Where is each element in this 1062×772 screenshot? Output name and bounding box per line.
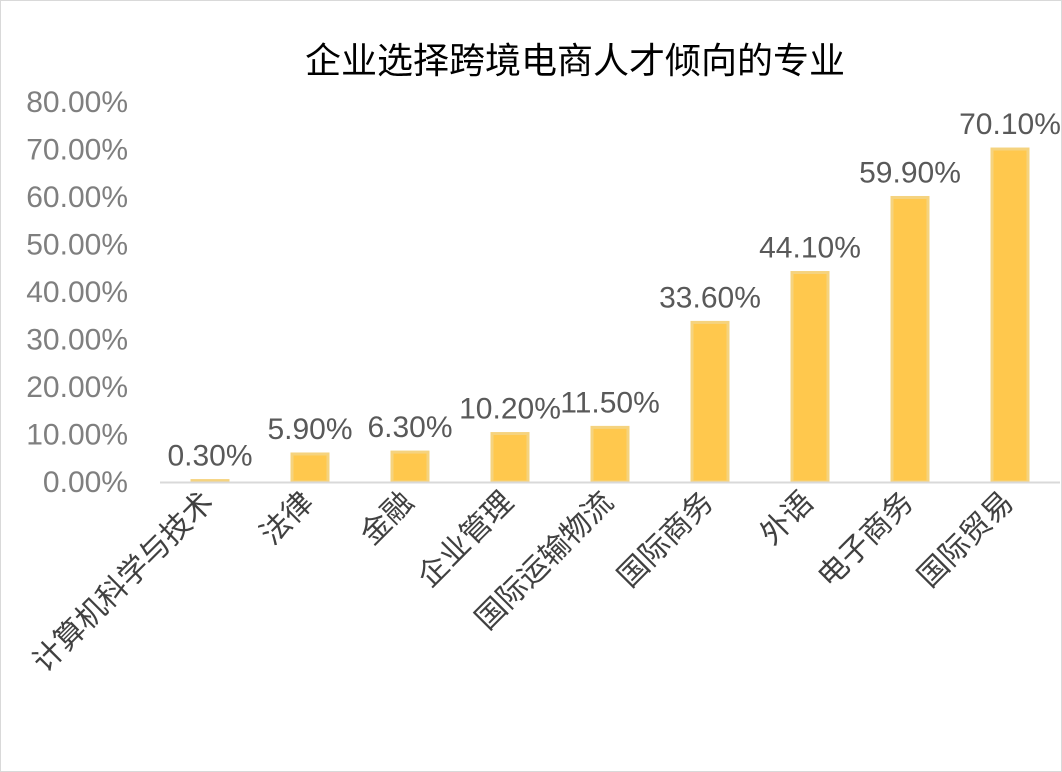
x-tick-label: 外语: [753, 485, 820, 552]
y-tick-label: 10.00%: [26, 419, 128, 452]
data-labels: 0.30% 5.90% 6.30%10.20% 11.50% 33.60% 44.10% 5…: [167, 108, 1060, 473]
data-label: 5.90%: [267, 413, 352, 446]
x-tick-label: 计算机科学与技术: [26, 485, 220, 679]
data-label: 59.90%: [859, 156, 961, 189]
bar: [690, 320, 730, 484]
y-tick-label: 20.00%: [26, 371, 128, 404]
bar: [390, 450, 430, 484]
bar: [890, 195, 930, 484]
y-tick-label: 0.00%: [43, 466, 128, 499]
data-label: 44.10%: [759, 232, 861, 265]
bar: [490, 432, 530, 484]
x-tick-label: 国际商务: [611, 485, 721, 595]
data-label: 10.20%: [459, 393, 561, 426]
y-tick-label: 40.00%: [26, 276, 128, 309]
bar: [590, 425, 630, 484]
data-label: 6.30%: [367, 411, 452, 444]
x-tick-label: 国际贸易: [911, 485, 1021, 595]
bar: [290, 452, 330, 484]
data-label: 11.50%: [560, 386, 660, 419]
y-axis: 0.00% 10.00% 20.00% 30.00% 40.00% 50.00% 60.00…: [26, 86, 128, 499]
data-label: 70.10%: [959, 108, 1061, 141]
x-tick-label: 法律: [253, 485, 320, 552]
bar-series: [190, 147, 1030, 484]
x-tick-label: 金融: [353, 485, 420, 552]
data-label: 0.30%: [167, 440, 252, 473]
y-tick-label: 70.00%: [26, 134, 128, 167]
x-tick-label: 电子商务: [811, 485, 921, 595]
y-tick-label: 30.00%: [26, 324, 128, 357]
bar: [990, 147, 1030, 484]
y-tick-label: 50.00%: [26, 229, 128, 262]
y-tick-label: 60.00%: [26, 181, 128, 214]
chart-title: 企业选择跨境电商人才倾向的专业: [305, 41, 845, 82]
data-label: 33.60%: [659, 281, 761, 314]
y-tick-label: 80.00%: [26, 86, 128, 119]
bar: [790, 271, 830, 484]
